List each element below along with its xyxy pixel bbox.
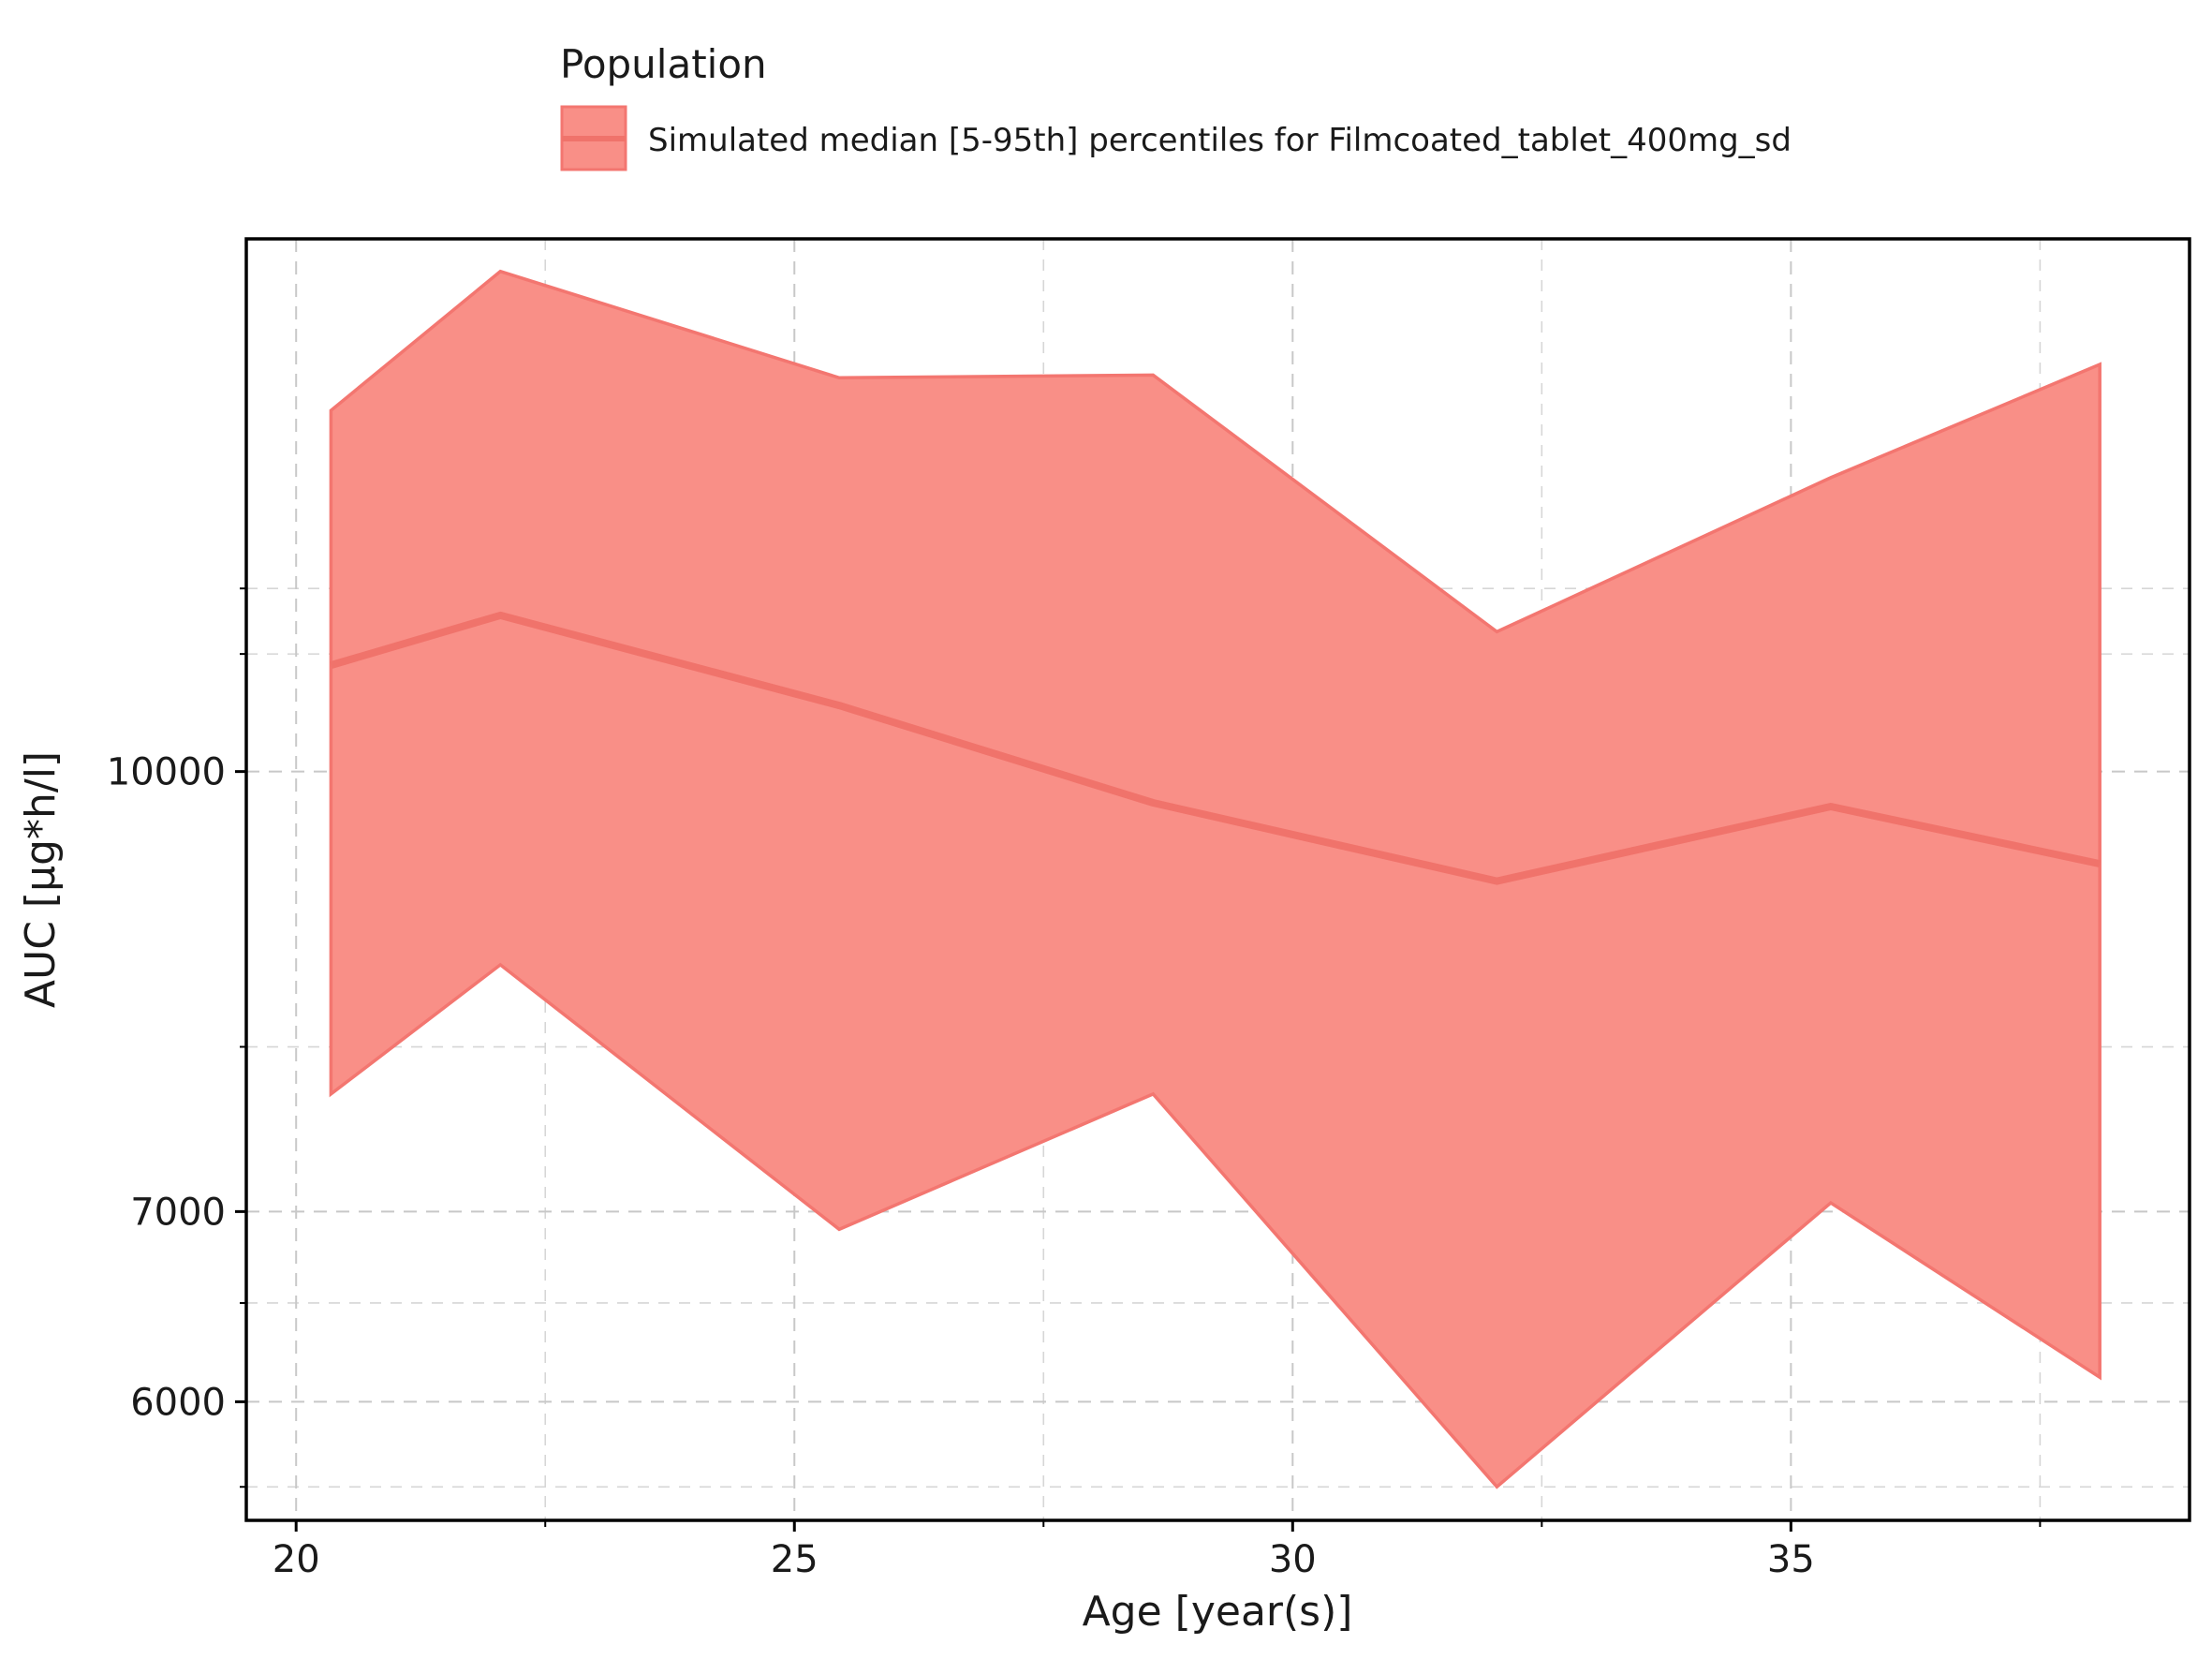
x-tick-label: 35 [1767, 1538, 1815, 1581]
x-axis-ticks: 20 25 30 35 [273, 1520, 2042, 1581]
legend-title: Population [560, 41, 767, 87]
plot-area [329, 269, 2101, 1489]
x-tick-label: 30 [1269, 1538, 1317, 1581]
legend-entry: Simulated median [5-95th] percentiles fo… [648, 122, 1792, 159]
y-axis-ticks: 6000 7000 10000 [107, 587, 246, 1489]
x-axis-label: Age [year(s)] [1083, 1588, 1353, 1636]
x-tick-label: 25 [771, 1538, 818, 1581]
y-tick-label: 7000 [130, 1191, 226, 1234]
median-line [330, 611, 2101, 885]
plot-frame [244, 237, 2191, 1522]
legend: Population Simulated median [5-95th] per… [560, 41, 1792, 171]
percentile-band [329, 269, 2101, 1489]
y-axis-label: AUC [µg*h/l] [17, 751, 65, 1008]
x-tick-label: 20 [273, 1538, 320, 1581]
y-tick-label: 6000 [130, 1381, 226, 1424]
y-tick-label: 10000 [107, 751, 226, 794]
